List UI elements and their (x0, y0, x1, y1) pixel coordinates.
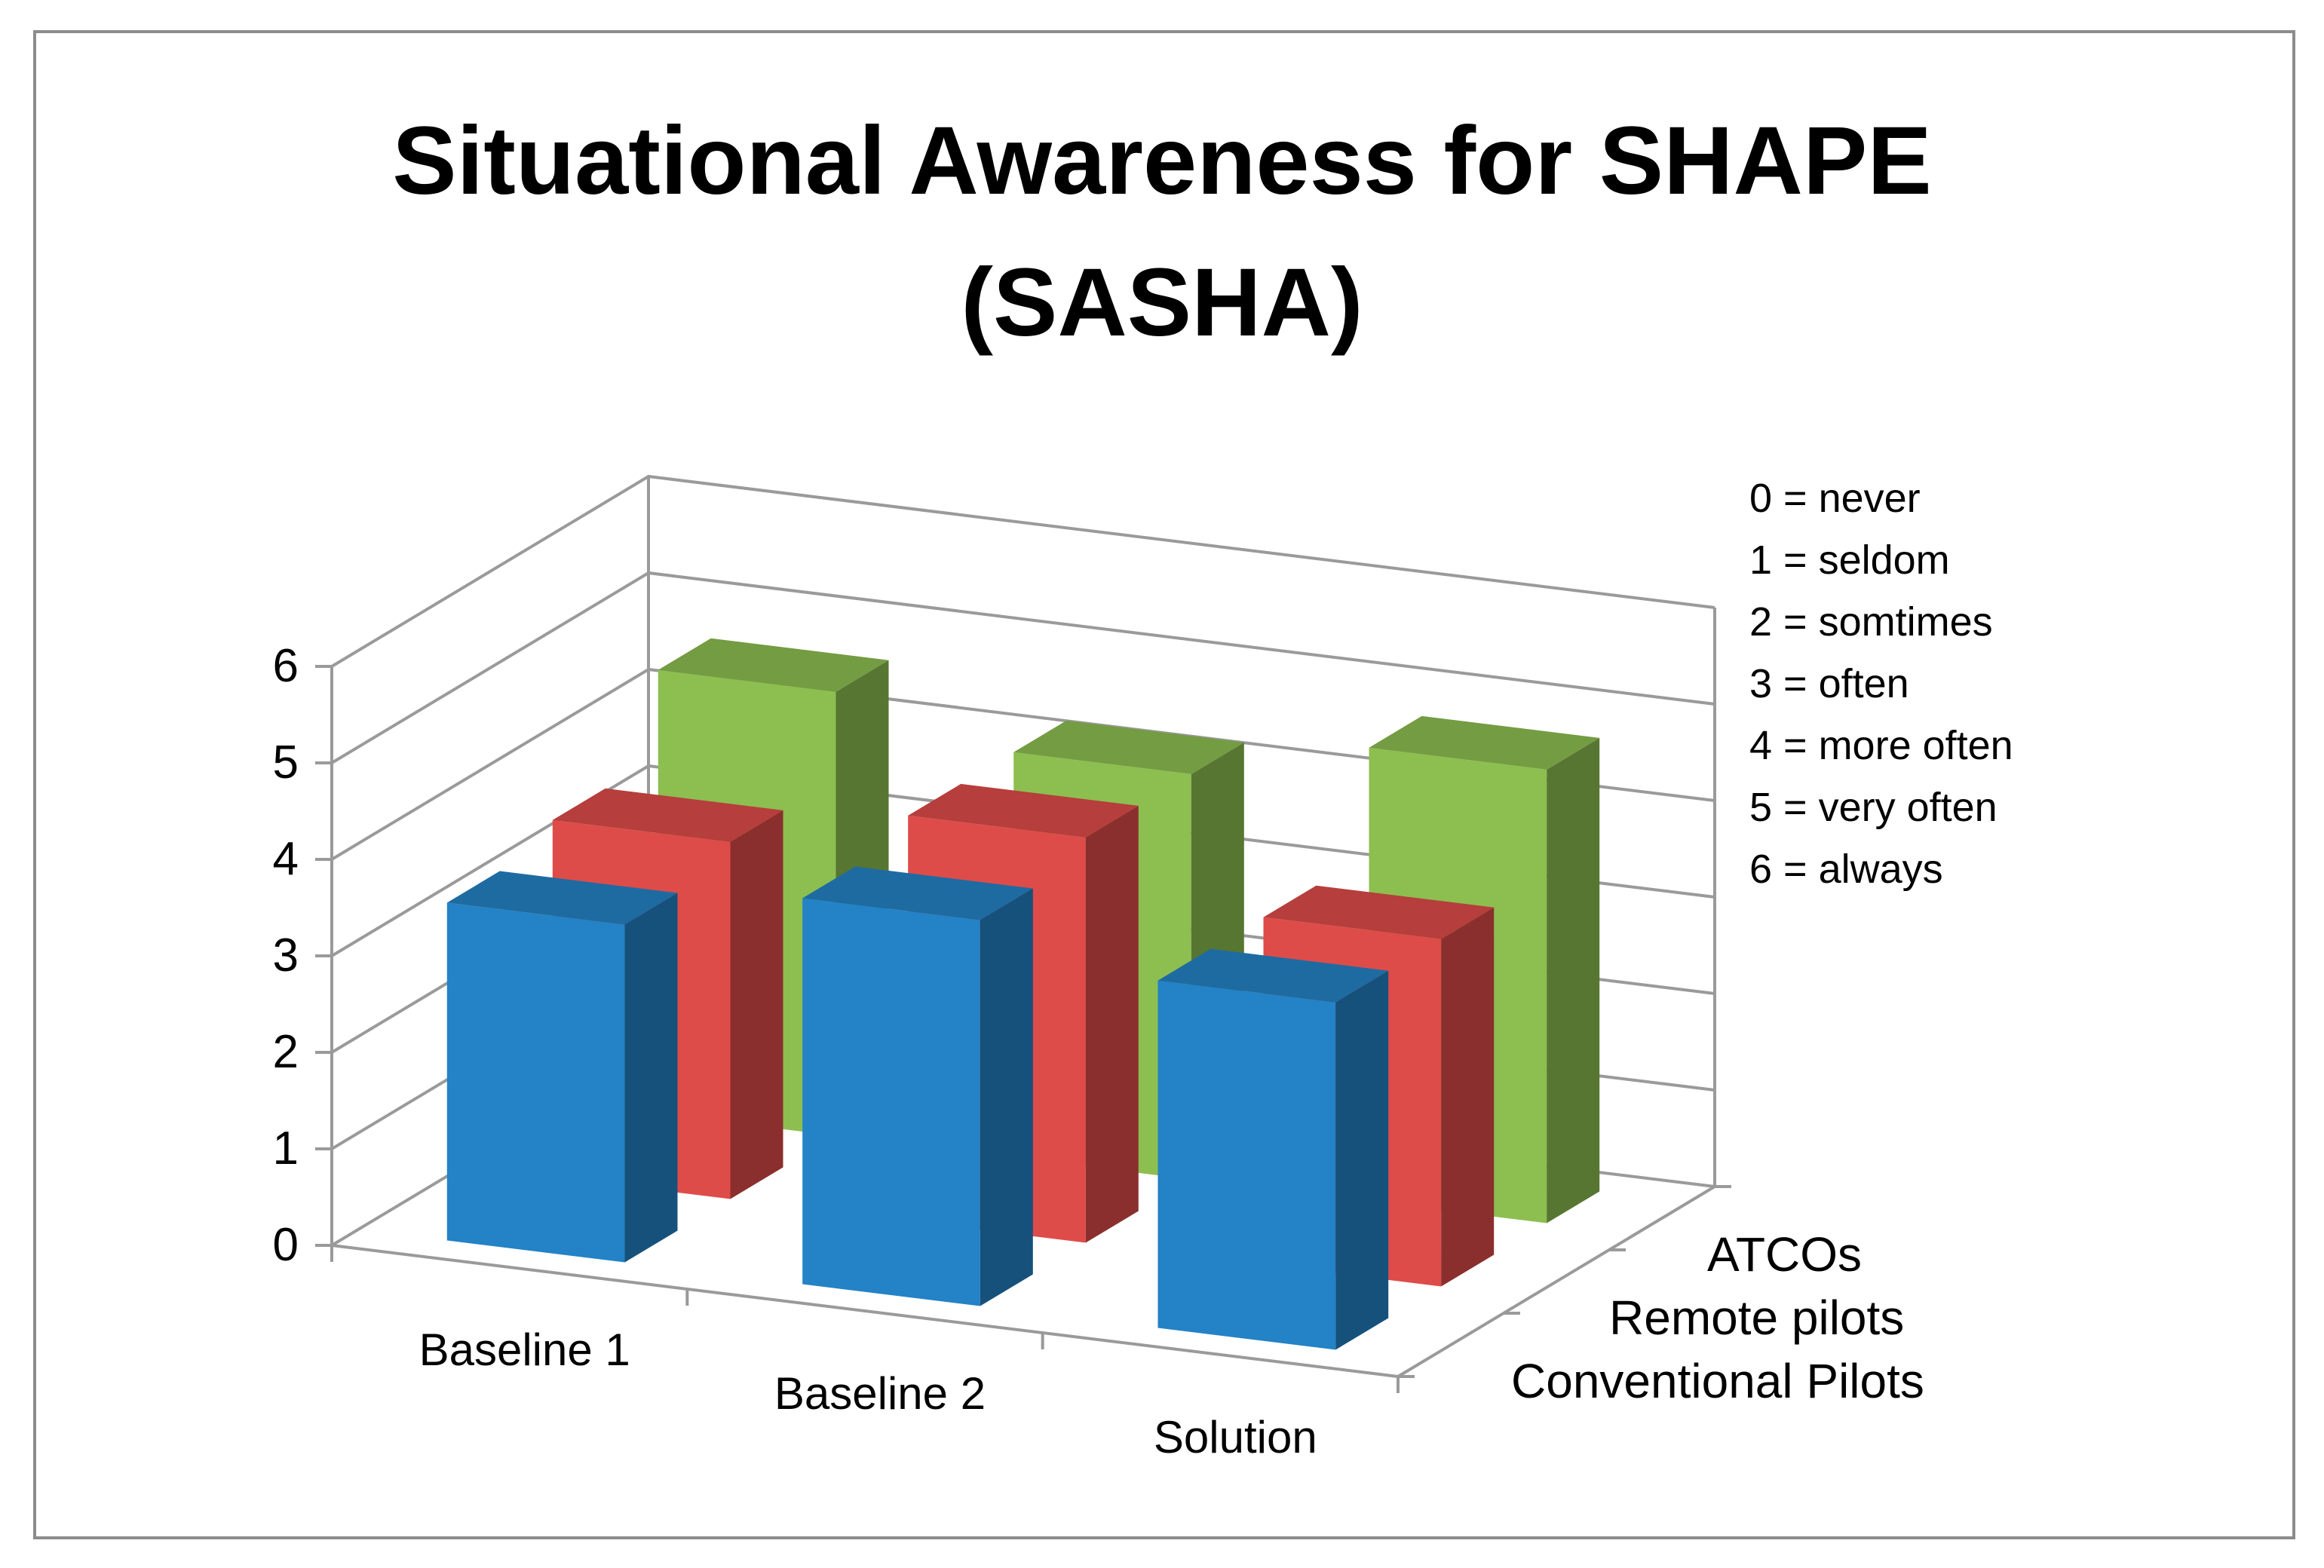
value-tick-label: 2 (273, 1026, 299, 1078)
bar-side-face (730, 810, 783, 1199)
scale-legend-item-5: 5 = very often (1749, 785, 1997, 830)
chart-title: Situational Awareness for SHAPE (SASHA) (0, 90, 2324, 374)
value-tick-label: 6 (273, 640, 299, 692)
bar-top-face (802, 866, 1033, 920)
bar-top-face (1013, 720, 1244, 774)
scale-legend-item-4: 4 = more often (1749, 723, 2013, 768)
series-label: ATCOs (1707, 1227, 1862, 1282)
series-label: Remote pilots (1609, 1291, 1904, 1345)
chart-bars (446, 638, 1600, 1350)
category-label: Baseline 2 (774, 1368, 986, 1419)
value-tick-label: 3 (273, 929, 299, 982)
category-label: Baseline 1 (419, 1325, 630, 1375)
value-tick-label: 5 (273, 737, 299, 789)
bar-top-face (658, 638, 889, 692)
bar-side-face (1085, 805, 1139, 1243)
bar-side-face (1547, 737, 1600, 1223)
scale-legend-item-0: 0 = never (1749, 476, 1921, 521)
bar-top-face (446, 871, 678, 925)
bar-top-face (908, 783, 1139, 838)
scale-legend: 0 = never 1 = seldom 2 = somtimes 3 = of… (1749, 467, 2013, 900)
bar-top-face (1369, 715, 1600, 770)
bar-side-face (624, 893, 678, 1263)
category-label: Solution (1154, 1412, 1317, 1462)
scale-legend-item-3: 3 = often (1749, 661, 1909, 706)
chart-title-line-2: (SASHA) (961, 249, 1363, 357)
bar-conventional-pilots-1 (802, 866, 1033, 1306)
value-tick-label: 0 (273, 1219, 299, 1271)
bar-front-face (446, 902, 625, 1263)
bar-top-face (1157, 948, 1389, 1003)
series-label: Conventional Pilots (1511, 1354, 1924, 1408)
bar-conventional-pilots-0 (446, 871, 678, 1263)
scale-legend-item-6: 6 = always (1749, 847, 1943, 892)
scale-legend-item-1: 1 = seldom (1749, 537, 1950, 583)
bar-front-face (802, 898, 980, 1306)
bar-side-face (980, 888, 1033, 1306)
chart-axis-labels: 0 1 2 3 4 5 6 Baseline 1 Baseline 2 Solution Conve… (273, 640, 1924, 1462)
bar-top-face (1263, 885, 1495, 939)
value-tick-label: 1 (273, 1122, 299, 1174)
bar-front-face (1157, 980, 1336, 1350)
chart-title-line-1: Situational Awareness for SHAPE (392, 107, 1932, 215)
bar-conventional-pilots-2 (1157, 948, 1389, 1350)
scale-legend-item-2: 2 = somtimes (1749, 599, 1993, 645)
bar-top-face (552, 788, 783, 842)
bar-side-face (1441, 907, 1495, 1287)
value-tick-label: 4 (273, 833, 299, 885)
bar-side-face (1335, 970, 1389, 1350)
